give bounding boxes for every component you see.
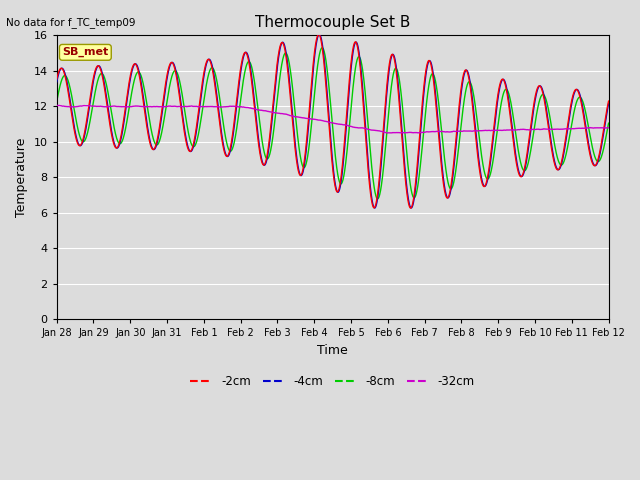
Text: No data for f_TC_temp09: No data for f_TC_temp09 (6, 17, 136, 28)
Text: SB_met: SB_met (62, 47, 108, 58)
Y-axis label: Temperature: Temperature (15, 138, 28, 217)
Legend: -2cm, -4cm, -8cm, -32cm: -2cm, -4cm, -8cm, -32cm (186, 371, 479, 393)
X-axis label: Time: Time (317, 344, 348, 357)
Title: Thermocouple Set B: Thermocouple Set B (255, 15, 410, 30)
